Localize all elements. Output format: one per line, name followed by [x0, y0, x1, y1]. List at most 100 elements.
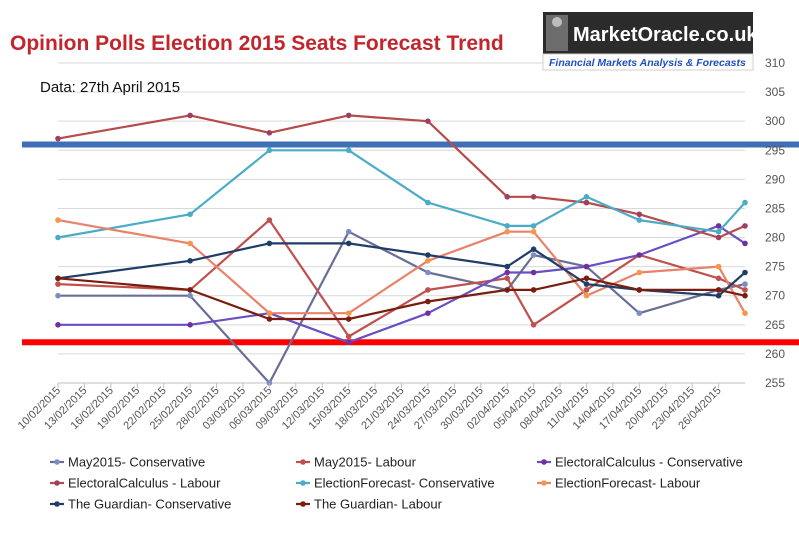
data-point [345, 316, 352, 322]
series-line [57, 149, 746, 239]
data-point [55, 292, 61, 299]
legend-item: May2015- Labour [296, 455, 417, 470]
legend-label: ElectionForecast- Conservative [314, 476, 495, 491]
data-point [530, 194, 537, 200]
marketoracle-logo: MarketOracle.co.uk Financial Markets Ana… [542, 12, 758, 71]
data-point [266, 147, 273, 154]
data-point [530, 287, 537, 293]
data-point [187, 240, 193, 247]
data-point [636, 269, 643, 276]
series-6 [55, 217, 748, 317]
data-point [187, 258, 193, 264]
data-point [425, 118, 431, 124]
data-point [425, 258, 431, 264]
legend-swatch-marker [300, 459, 306, 465]
data-point [345, 147, 352, 154]
legend-item: ElectionForecast- Labour [537, 476, 701, 491]
data-point [55, 217, 61, 223]
legend-label: ElectoralCalculus - Labour [68, 476, 221, 491]
y-tick-label: 265 [765, 318, 785, 332]
data-point [187, 112, 193, 119]
data-point [583, 292, 590, 299]
data-point [530, 252, 537, 258]
legend-label: May2015- Labour [314, 455, 417, 470]
data-point [345, 112, 352, 119]
data-point [187, 287, 193, 293]
data-point [742, 310, 748, 317]
data-point [504, 263, 511, 270]
legend-swatch-marker [541, 459, 547, 465]
y-axis-ticks: 255 260 265 270 275 280 285 290 295 300 305 310 [765, 56, 785, 390]
logo-sub-text: Financial Markets Analysis & Forecasts [549, 57, 746, 69]
logo-background [543, 12, 753, 54]
data-point [530, 322, 537, 328]
data-point [266, 310, 273, 317]
data-point [583, 263, 590, 270]
data-point [636, 211, 643, 218]
logo-figure-head-icon [552, 17, 562, 27]
data-point [266, 240, 273, 247]
data-point [504, 275, 511, 282]
legend-label: ElectionForecast- Labour [555, 476, 701, 491]
chart-subtitle: Data: 27th April 2015 [40, 79, 180, 96]
legend-swatch-marker [54, 459, 60, 465]
data-point [715, 223, 722, 229]
legend-label: The Guardian- Conservative [68, 497, 231, 512]
y-tick-label: 310 [765, 56, 785, 70]
data-point [504, 194, 511, 200]
reference-lines [22, 141, 799, 346]
data-point [187, 322, 193, 328]
data-point [715, 263, 722, 270]
data-point [425, 310, 431, 317]
data-point [504, 287, 511, 293]
data-point [504, 269, 511, 276]
data-point [742, 292, 748, 299]
legend-swatch-marker [541, 480, 547, 486]
y-tick-label: 290 [765, 172, 785, 186]
legend-label: ElectoralCalculus - Conservative [555, 455, 743, 470]
data-point [636, 287, 643, 293]
data-point [187, 292, 193, 299]
legend-label: The Guardian- Labour [314, 497, 443, 512]
data-point [583, 199, 590, 206]
data-point [425, 252, 431, 258]
series-layer [55, 112, 748, 386]
series-7 [55, 240, 748, 299]
data-point [55, 281, 61, 287]
data-point [742, 223, 748, 229]
data-point [55, 275, 61, 282]
data-point [266, 130, 273, 136]
data-point [425, 269, 431, 276]
data-point [530, 269, 537, 276]
grid-layer [58, 62, 745, 384]
y-tick-label: 270 [765, 289, 785, 303]
data-point [742, 287, 748, 293]
data-point [345, 333, 352, 340]
data-point [55, 234, 61, 241]
series-5 [55, 147, 748, 241]
legend-swatch-marker [300, 480, 306, 486]
data-point [636, 310, 643, 317]
data-point [715, 292, 722, 299]
data-point [530, 246, 537, 252]
data-point [55, 135, 61, 142]
legend-swatch-marker [300, 501, 306, 507]
y-tick-label: 305 [765, 85, 785, 99]
y-tick-label: 300 [765, 114, 785, 128]
data-point [583, 281, 590, 287]
data-point [504, 223, 511, 229]
data-point [636, 252, 643, 258]
legend-item: The Guardian- Conservative [50, 497, 231, 512]
legend-item: ElectionForecast- Conservative [296, 476, 495, 491]
legend-item: The Guardian- Labour [296, 497, 443, 512]
data-point [530, 228, 537, 235]
data-point [636, 217, 643, 223]
legend-item: ElectoralCalculus - Conservative [537, 455, 743, 470]
data-point [425, 199, 431, 206]
series-3 [55, 223, 748, 346]
series-8 [55, 275, 748, 322]
data-point [345, 240, 352, 247]
data-point [425, 298, 431, 305]
